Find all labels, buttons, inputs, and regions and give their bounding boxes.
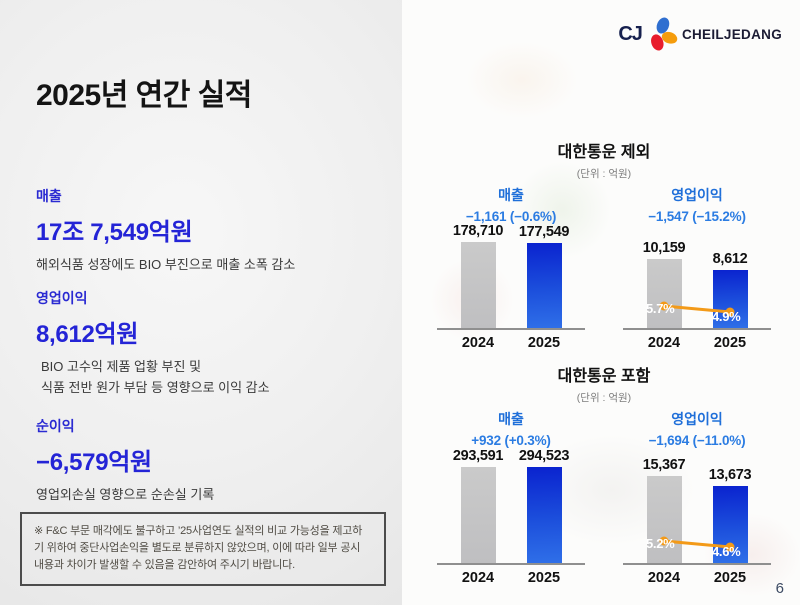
- bar-column-2024: 15,367: [635, 457, 693, 563]
- subchart-operating-profit: 영업이익 −1,547 (−15.2%) 10,159 8,612: [611, 185, 783, 351]
- bar-value-label: 13,673: [708, 466, 752, 483]
- metric-desc: 영업외손실 영향으로 순손실 기록: [36, 487, 215, 502]
- bar-chart: 293,591 294,523: [437, 448, 585, 565]
- year-label: 2024: [461, 570, 495, 586]
- metric-desc: BIO 고수익 제품 업황 부진 및 식품 전반 원가 부담 등 영향으로 이익…: [36, 357, 386, 399]
- metric-desc-line: 식품 전반 원가 부담 등 영향으로 이익 감소: [41, 379, 270, 395]
- bar-2024: [646, 259, 682, 328]
- bar-chart: 15,367 13,673 5.2% 4.6: [623, 448, 771, 565]
- metric-value: 8,612억원: [36, 321, 139, 348]
- subchart-label: 매출: [498, 411, 524, 427]
- margin-trend-line: [659, 536, 735, 552]
- metric-label: 매출: [36, 188, 62, 204]
- page-number: 6: [775, 580, 784, 597]
- bar-value-label: 178,710: [452, 223, 504, 239]
- metric-net-income: 순이익 −6,579억원 영업외손실 영향으로 순손실 기록: [36, 416, 386, 506]
- margin-label-2024: 5.2%: [646, 536, 675, 551]
- bar-2025: [712, 269, 748, 328]
- year-label: 2025: [713, 335, 747, 351]
- bar-chart: 10,159 8,612 5.7% 4.9%: [623, 224, 771, 330]
- metric-label: 순이익: [36, 418, 75, 434]
- chart-unit-label: (단위 : 억원): [576, 392, 632, 404]
- cj-petals-icon: [646, 16, 678, 52]
- bar-column-2024: 10,159: [635, 240, 693, 328]
- bar-column-2025: 8,612: [701, 250, 759, 328]
- subchart-change: +932 (+0.3%): [471, 433, 551, 448]
- subchart-change: −1,547 (−15.2%): [648, 209, 746, 224]
- metric-label: 영업이익: [36, 290, 88, 306]
- metric-value: 17조 7,549억원: [36, 219, 193, 246]
- bar-column-2024: 293,591: [449, 448, 507, 563]
- chart-group-incl-logistics: 대한통운 포함 (단위 : 억원) 매출 +932 (+0.3%) 293,59…: [425, 362, 783, 586]
- subchart-revenue: 매출 −1,161 (−0.6%) 178,710 177,549 2: [425, 185, 597, 351]
- bar-value-label: 177,549: [518, 223, 570, 240]
- margin-label-2025: 4.6%: [712, 544, 741, 559]
- subchart-operating-profit: 영업이익 −1,694 (−11.0%) 15,367 13,673: [611, 409, 783, 586]
- x-axis-labels: 2024 2025: [623, 335, 771, 351]
- year-label: 2025: [713, 570, 747, 586]
- bar-column-2025: 294,523: [515, 448, 573, 563]
- cheiljedang-logo-text: CHEILJEDANG: [681, 26, 782, 42]
- subchart-label: 영업이익: [671, 411, 723, 427]
- subchart-label: 영업이익: [671, 187, 723, 203]
- metric-desc-line: BIO 고수익 제품 업황 부진 및: [41, 359, 202, 374]
- margin-label-2025: 4.9%: [712, 309, 741, 324]
- bar-2024: [646, 476, 682, 563]
- right-panel: CJ CHEILJEDANG 대한통운 제외 (단위 : 억원) 매출 −1,1…: [402, 0, 800, 605]
- bar-column-2025: 177,549: [515, 224, 573, 328]
- subchart-revenue: 매출 +932 (+0.3%) 293,591 294,523 202: [425, 409, 597, 586]
- metric-operating-profit: 영업이익 8,612억원 BIO 고수익 제품 업황 부진 및 식품 전반 원가…: [36, 288, 386, 399]
- page-title: 2025년 연간 실적: [36, 79, 252, 112]
- year-label: 2025: [527, 570, 561, 586]
- chart-group-title: 대한통운 제외: [557, 144, 651, 161]
- margin-label-2024: 5.7%: [646, 301, 675, 316]
- chart-group-title: 대한통운 포함: [557, 368, 651, 385]
- bar-value-label: 15,367: [642, 457, 686, 473]
- year-label: 2024: [647, 335, 681, 351]
- year-label: 2024: [647, 570, 681, 586]
- left-panel: 2025년 연간 실적 매출 17조 7,549억원 해외식품 성장에도 BIO…: [0, 0, 402, 605]
- bar-column-2024: 178,710: [449, 223, 507, 328]
- bar-chart: 178,710 177,549: [437, 223, 585, 330]
- footnote-text: ※ F&C 부문 매각에도 불구하고 ’25사업연도 실적의 비교 가능성을 제…: [34, 525, 363, 572]
- year-label: 2025: [527, 335, 561, 351]
- margin-trend-line: [659, 301, 735, 317]
- cj-cheiljedang-logo: CJ CHEILJEDANG: [618, 16, 782, 52]
- metric-desc: 해외식품 성장에도 BIO 부진으로 매출 소폭 감소: [36, 257, 296, 272]
- bar-value-label: 8,612: [712, 250, 748, 267]
- x-axis-labels: 2024 2025: [437, 335, 585, 351]
- metric-value: −6,579억원: [36, 449, 152, 476]
- bar-2025: [526, 467, 562, 563]
- metric-revenue: 매출 17조 7,549억원 해외식품 성장에도 BIO 부진으로 매출 소폭 …: [36, 186, 386, 276]
- subchart-change: −1,161 (−0.6%): [465, 209, 557, 224]
- footnote-box: ※ F&C 부문 매각에도 불구하고 ’25사업연도 실적의 비교 가능성을 제…: [20, 512, 386, 587]
- bar-2024: [460, 242, 496, 328]
- year-label: 2024: [461, 335, 495, 351]
- bar-column-2025: 13,673: [701, 467, 759, 563]
- subchart-label: 매출: [498, 187, 524, 203]
- bar-value-label: 294,523: [518, 448, 570, 464]
- bar-value-label: 10,159: [642, 240, 686, 256]
- bar-2025: [526, 242, 562, 328]
- cj-logo-text: CJ: [618, 22, 643, 45]
- bar-value-label: 293,591: [452, 448, 504, 465]
- x-axis-labels: 2024 2025: [437, 570, 585, 586]
- chart-group-excl-logistics: 대한통운 제외 (단위 : 억원) 매출 −1,161 (−0.6%) 178,…: [425, 138, 783, 351]
- bar-2024: [460, 467, 496, 563]
- x-axis-labels: 2024 2025: [623, 570, 771, 586]
- subchart-change: −1,694 (−11.0%): [648, 433, 746, 448]
- chart-unit-label: (단위 : 억원): [576, 168, 632, 180]
